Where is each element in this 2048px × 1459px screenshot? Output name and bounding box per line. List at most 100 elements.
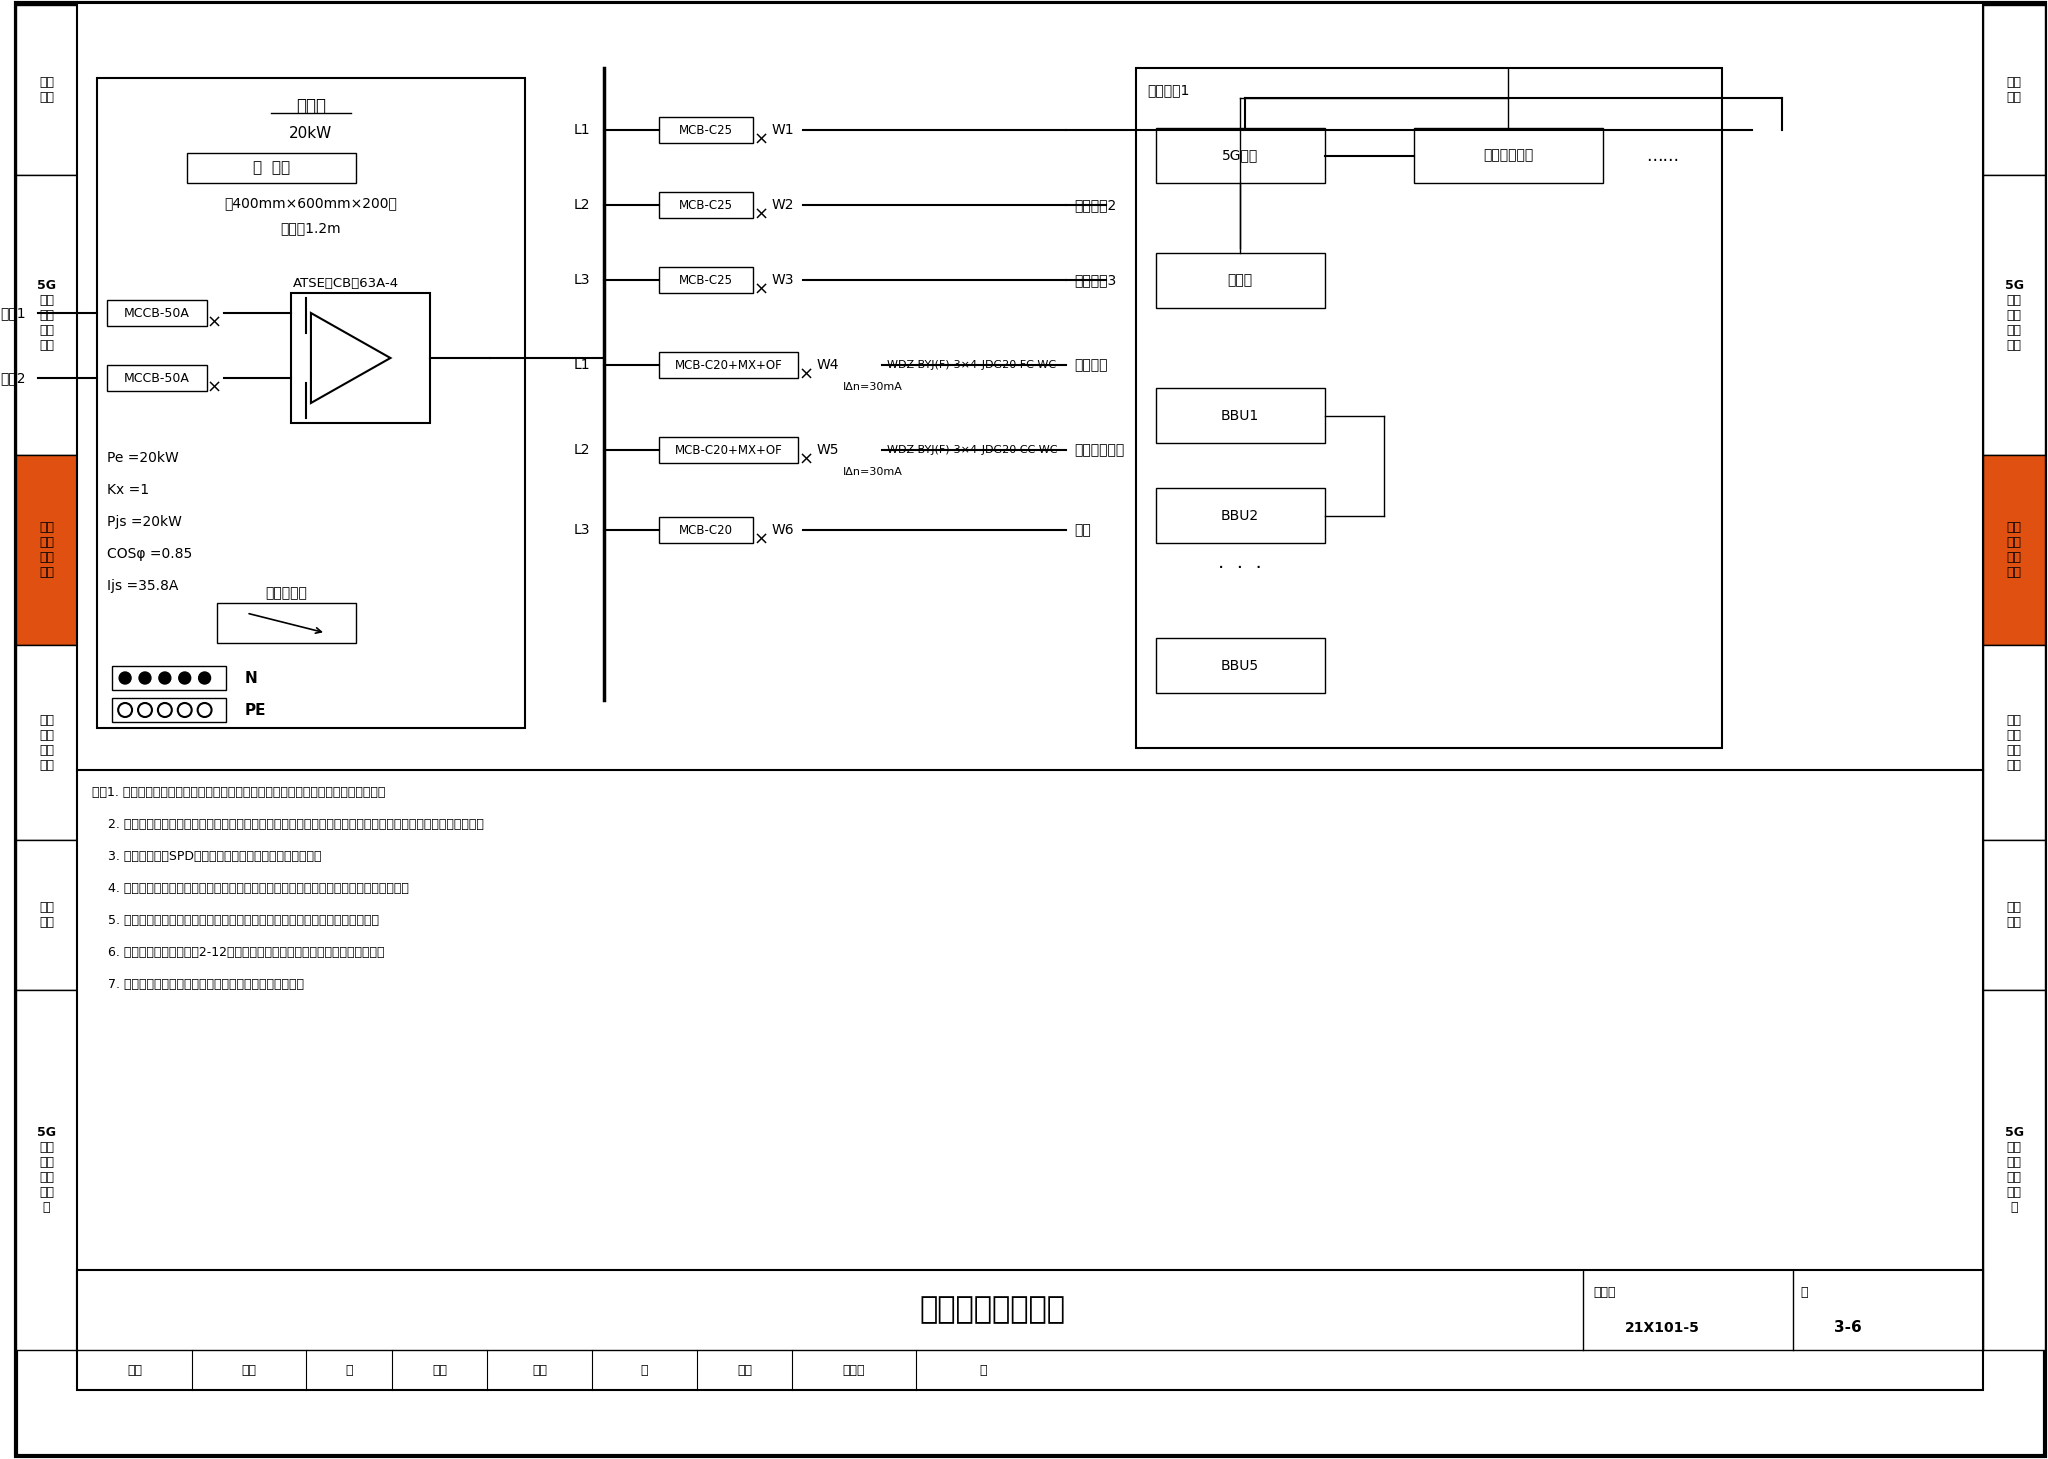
Text: 审核: 审核 — [127, 1364, 141, 1376]
Text: 符术
号语: 符术 号语 — [39, 76, 53, 104]
Text: ·  ·  ·: · · · — [1219, 559, 1262, 578]
Text: ×: × — [799, 451, 813, 468]
Text: ×: × — [754, 206, 768, 225]
Bar — [659, 117, 754, 143]
Text: 示工
例程: 示工 例程 — [39, 902, 53, 929]
Text: MCB-C25: MCB-C25 — [680, 198, 733, 212]
Text: L1: L1 — [573, 357, 590, 372]
Bar — [1155, 128, 1325, 182]
Text: 备用: 备用 — [1073, 522, 1092, 537]
Text: 通信机柜3: 通信机柜3 — [1073, 273, 1116, 287]
Bar — [16, 840, 78, 991]
Circle shape — [178, 673, 190, 684]
Text: 箱  明装: 箱 明装 — [252, 160, 289, 175]
Bar — [1982, 645, 2046, 840]
Text: 符术
号语: 符术 号语 — [2007, 76, 2021, 104]
Text: Pe =20kW: Pe =20kW — [106, 451, 178, 465]
Text: 通信机柜2: 通信机柜2 — [1073, 198, 1116, 212]
Text: （400mm×600mm×200）: （400mm×600mm×200） — [225, 196, 397, 210]
Text: L3: L3 — [573, 522, 590, 537]
Text: 3-6: 3-6 — [1833, 1320, 1862, 1335]
Text: 电涌保护器: 电涌保护器 — [264, 587, 307, 600]
Text: MCB-C25: MCB-C25 — [680, 124, 733, 137]
Text: 设建
施筑
设配
计套: 设建 施筑 设配 计套 — [2007, 521, 2021, 579]
Text: ×: × — [754, 131, 768, 149]
Text: MCB-C20+MX+OF: MCB-C20+MX+OF — [674, 359, 782, 372]
Text: Ijs =35.8A: Ijs =35.8A — [106, 579, 178, 592]
Circle shape — [119, 673, 131, 684]
Text: 签: 签 — [346, 1364, 352, 1376]
Bar — [659, 193, 754, 217]
Text: W5: W5 — [817, 444, 840, 457]
Text: 蓄电池: 蓄电池 — [1227, 273, 1253, 287]
Text: MCB-C20+MX+OF: MCB-C20+MX+OF — [674, 444, 782, 457]
Text: Kx =1: Kx =1 — [106, 483, 150, 498]
Bar — [1155, 388, 1325, 444]
Bar — [16, 645, 78, 840]
Text: 21X101-5: 21X101-5 — [1626, 1320, 1700, 1335]
Bar — [1155, 252, 1325, 308]
Circle shape — [139, 673, 152, 684]
Text: 注：1. 通信机房用电宜按不低于二级负荷等级进行供电，具体工程根据实际情况确定。: 注：1. 通信机房用电宜按不低于二级负荷等级进行供电，具体工程根据实际情况确定。 — [92, 785, 385, 798]
Text: W3: W3 — [772, 273, 795, 287]
Text: MCCB-50A: MCCB-50A — [125, 306, 190, 320]
Text: BBU1: BBU1 — [1221, 409, 1260, 423]
Text: 底距地1.2m: 底距地1.2m — [281, 220, 342, 235]
Text: W1: W1 — [772, 123, 795, 137]
Text: 签: 签 — [979, 1364, 987, 1376]
Bar — [113, 665, 227, 690]
Bar — [16, 175, 78, 455]
Bar — [16, 991, 78, 1350]
Text: 检修插座: 检修插座 — [1073, 357, 1108, 372]
Text: ×: × — [754, 282, 768, 299]
Text: Pjs =20kW: Pjs =20kW — [106, 515, 182, 530]
Bar — [1982, 455, 2046, 645]
Circle shape — [199, 673, 211, 684]
Bar — [659, 438, 799, 463]
Text: IΔn=30mA: IΔn=30mA — [842, 382, 903, 392]
Text: 市电2: 市电2 — [0, 371, 25, 385]
Text: 设建
施筑
施配
工套: 设建 施筑 施配 工套 — [2007, 713, 2021, 772]
Text: ×: × — [754, 531, 768, 549]
Bar — [1982, 991, 2046, 1350]
Bar — [16, 4, 78, 175]
Text: 汤威: 汤威 — [532, 1364, 547, 1376]
Text: 通信机柜1: 通信机柜1 — [1147, 83, 1190, 96]
Bar — [113, 697, 227, 722]
Text: 机房空调插座: 机房空调插座 — [1073, 444, 1124, 457]
Text: WDZ-BYJ(F)-3×4-JDG20 FC WC: WDZ-BYJ(F)-3×4-JDG20 FC WC — [887, 360, 1057, 371]
Text: 孙兰: 孙兰 — [242, 1364, 256, 1376]
Bar — [1155, 638, 1325, 693]
Bar — [78, 1269, 1982, 1390]
Text: 市电1: 市电1 — [0, 306, 27, 320]
Bar — [1155, 487, 1325, 543]
Text: MCB-C20: MCB-C20 — [680, 524, 733, 537]
Text: 5G
系网
统络
设覆
计盖: 5G 系网 统络 设覆 计盖 — [37, 279, 55, 352]
Text: 示工
例程: 示工 例程 — [2007, 902, 2021, 929]
Text: W6: W6 — [772, 522, 795, 537]
Text: 4. 工程设计时，应在设备间预留配电箱（柜）以及通信设备机柜接地及等电位联结端子。: 4. 工程设计时，应在设备间预留配电箱（柜）以及通信设备机柜接地及等电位联结端子… — [92, 881, 410, 894]
Text: 5G电源: 5G电源 — [1223, 149, 1257, 162]
Text: ×: × — [207, 379, 221, 397]
Text: 页: 页 — [1800, 1285, 1808, 1299]
Text: WDZ-BYJ(F)-3×4-JDG20 CC WC: WDZ-BYJ(F)-3×4-JDG20 CC WC — [887, 445, 1059, 455]
Text: 校对: 校对 — [432, 1364, 446, 1376]
Bar — [659, 516, 754, 543]
Text: ×: × — [207, 314, 221, 333]
Text: ATSE（CB）63A-4: ATSE（CB）63A-4 — [293, 277, 399, 289]
Bar — [659, 352, 799, 378]
Text: 5G
边网
缘络
计多
算接
入: 5G 边网 缘络 计多 算接 入 — [37, 1126, 55, 1214]
Text: 5G
边网
缘络
计多
算接
入: 5G 边网 缘络 计多 算接 入 — [2005, 1126, 2023, 1214]
Text: 设建
施筑
施配
工套: 设建 施筑 施配 工套 — [39, 713, 53, 772]
Text: 配电箱: 配电箱 — [295, 96, 326, 115]
Text: 设建
施筑
设配
计套: 设建 施筑 设配 计套 — [39, 521, 53, 579]
Text: 设计: 设计 — [737, 1364, 752, 1376]
Text: 20kW: 20kW — [289, 125, 332, 140]
Text: 张卓鹏: 张卓鹏 — [844, 1364, 866, 1376]
Text: MCCB-50A: MCCB-50A — [125, 372, 190, 385]
Text: 7. 凡标记线缆型号及敷设方式的配电箱回路宜数设到位。: 7. 凡标记线缆型号及敷设方式的配电箱回路宜数设到位。 — [92, 978, 305, 991]
Bar — [1137, 69, 1722, 748]
Text: BBU5: BBU5 — [1221, 658, 1260, 673]
Bar — [1413, 128, 1604, 182]
Text: L2: L2 — [573, 198, 590, 212]
